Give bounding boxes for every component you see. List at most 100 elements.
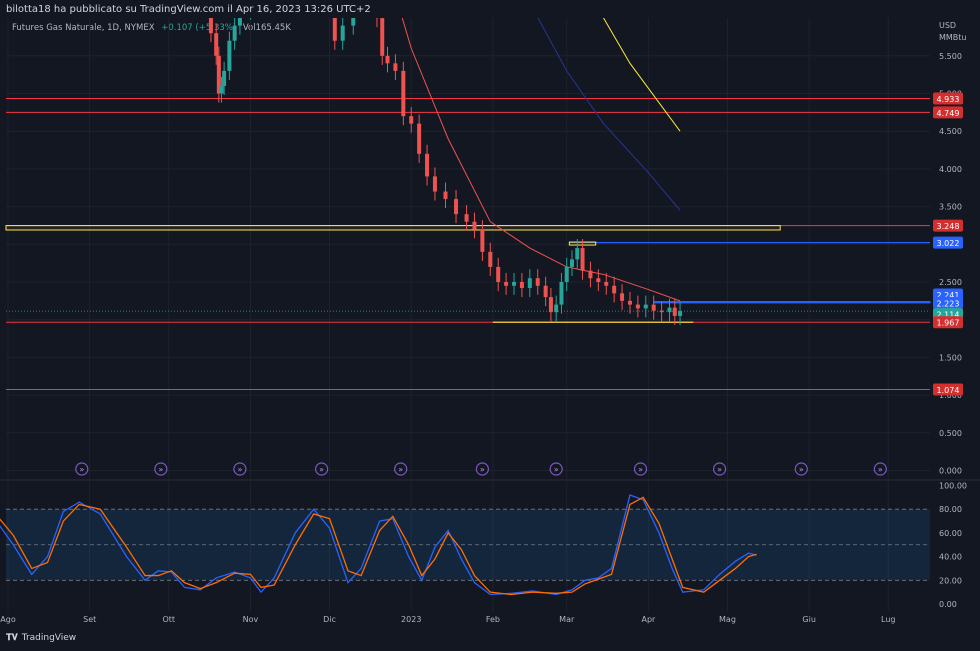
- x-tick-label: Nov: [243, 615, 259, 624]
- y-tick-label: 5.500: [939, 52, 962, 61]
- y-tick-label: 0.000: [939, 467, 962, 476]
- candle-body: [559, 282, 564, 305]
- x-tick-label: Giu: [802, 615, 816, 624]
- candle-body: [374, 18, 379, 19]
- price-label-box: [933, 219, 963, 232]
- y-tick-label: 1.500: [939, 353, 962, 362]
- price-label-text: 2.223: [937, 299, 960, 308]
- x-tick-label: Set: [83, 615, 96, 624]
- x-tick-label: Mag: [719, 615, 736, 624]
- price-label-box: [933, 316, 963, 329]
- candle-body: [496, 266, 501, 282]
- candle-body: [504, 282, 509, 286]
- price-label-box: [933, 92, 963, 105]
- price-label-text: 1.967: [937, 319, 960, 328]
- price-label-text: 4.933: [937, 95, 960, 104]
- price-label-text: 3.248: [937, 222, 960, 231]
- candle-body: [227, 40, 232, 71]
- event-marker-icon: [315, 462, 329, 476]
- event-marker-icon: [633, 462, 648, 476]
- candle-body: [672, 307, 677, 316]
- candle-body: [432, 176, 437, 192]
- candle-body: [425, 153, 430, 177]
- event-marker-icon: [75, 462, 89, 476]
- candle-body: [472, 221, 477, 230]
- candle-body: [519, 282, 524, 289]
- moving-average-red: [401, 18, 681, 302]
- price-label-text: 2.241: [937, 291, 960, 300]
- symbol-name: Futures Gas Naturale, 1D, NYMEX: [12, 23, 155, 33]
- candle-body: [393, 63, 398, 71]
- candle-body: [667, 307, 672, 313]
- candle-body: [248, 3, 252, 11]
- candle-body: [627, 300, 632, 305]
- moving-average-blue: [537, 18, 681, 211]
- event-arrow-icon: »: [878, 465, 883, 474]
- oscillator-y-tick: 100.00: [939, 482, 967, 491]
- event-marker-icon: [873, 462, 887, 476]
- event-arrow-icon: »: [717, 465, 722, 474]
- tradingview-brand[interactable]: 𝐓𝐕 TradingView: [6, 633, 76, 643]
- candle-body: [548, 297, 553, 313]
- y-tick-label: 4.500: [939, 127, 962, 136]
- candle-body: [527, 278, 532, 289]
- event-arrow-icon: »: [398, 465, 403, 474]
- candle-body: [580, 248, 585, 271]
- blue-zone-2223: [653, 301, 931, 304]
- candle-body: [635, 304, 640, 309]
- event-marker-icon: [233, 462, 247, 476]
- event-arrow-icon: »: [480, 465, 485, 474]
- event-arrow-icon: »: [79, 465, 84, 474]
- price-label-box: [933, 296, 963, 309]
- candle-body: [219, 85, 224, 94]
- candle-body: [596, 278, 601, 282]
- x-tick-label: Mar: [559, 615, 575, 624]
- event-arrow-icon: »: [799, 465, 804, 474]
- candle-body: [620, 293, 625, 301]
- candle-body: [659, 310, 664, 313]
- event-marker-icon: [154, 462, 168, 476]
- symbol-legend[interactable]: Futures Gas Naturale, 1D, NYMEX +0.107 (…: [12, 23, 291, 33]
- yellow-zone-rect: [5, 225, 781, 231]
- price-label-text: 3.022: [937, 239, 960, 248]
- stochastic-line-blue: [0, 494, 757, 596]
- candle-body: [651, 304, 656, 311]
- oscillator-y-tick: 20.00: [939, 576, 962, 585]
- publisher-header: bilotta18 ha pubblicato su TradingView.c…: [6, 4, 371, 15]
- candle-body: [332, 18, 337, 41]
- candle-body: [443, 191, 448, 200]
- candle-body: [351, 18, 356, 26]
- x-tick-label: 2023: [401, 615, 421, 624]
- candle-body: [222, 70, 227, 86]
- candle-body: [464, 214, 469, 222]
- candle-body: [216, 55, 221, 94]
- candle-body: [575, 248, 580, 260]
- oscillator-y-tick: 40.00: [939, 553, 962, 562]
- candle-body: [480, 229, 485, 252]
- event-marker-icon: [549, 462, 563, 476]
- x-tick-label: Dic: [323, 615, 336, 624]
- candle-body: [678, 311, 683, 316]
- x-tick-label: Apr: [642, 615, 657, 624]
- price-label-text: 1.074: [937, 386, 960, 395]
- event-marker-icon: [475, 462, 489, 476]
- y-tick-label: 1.000: [939, 391, 962, 400]
- candle-body: [232, 25, 237, 41]
- event-arrow-icon: »: [319, 465, 324, 474]
- candle-body: [564, 266, 569, 282]
- y-tick-label: 0.500: [939, 429, 962, 438]
- y-tick-label: 3.500: [939, 203, 962, 212]
- axis-unit-currency: USD: [939, 21, 957, 30]
- candle-body: [254, 0, 258, 3]
- candle-body: [488, 251, 493, 267]
- candle-body: [214, 33, 219, 56]
- candle-body: [380, 18, 385, 56]
- candle-body: [208, 18, 213, 34]
- price-change: +0.107 (+5.33%): [161, 23, 237, 33]
- oscillator-y-tick: 0.00: [939, 600, 957, 609]
- event-marker-icon: [794, 462, 808, 476]
- oscillator-y-tick: 80.00: [939, 505, 962, 514]
- candle-body: [409, 116, 414, 124]
